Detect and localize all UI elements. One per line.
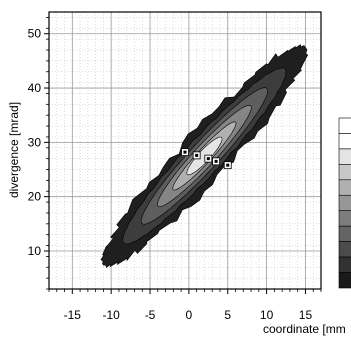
contour-level-6: [186, 136, 223, 176]
y-tick-label: 20: [28, 190, 42, 204]
colorbar-segment: [338, 133, 351, 150]
x-tick-label: 0: [186, 308, 193, 322]
peak-marker-dot: [226, 163, 230, 167]
x-tick-label: 10: [260, 308, 274, 322]
colorbar-segment: [338, 225, 351, 242]
x-tick-label: 15: [299, 308, 313, 322]
axes: -15 -10 -5 0 5 10 15 10 20 30 40 50: [28, 17, 322, 322]
colorbar: [338, 117, 351, 289]
colorbar-segment: [338, 256, 351, 273]
x-tick-label: -10: [102, 308, 120, 322]
colorbar-segment: [338, 117, 351, 134]
y-tick-label: 40: [28, 81, 42, 95]
x-tick-label: -5: [145, 308, 156, 322]
y-tick-label: 30: [28, 135, 42, 149]
peak-marker-dot: [195, 153, 199, 157]
peak-markers: [181, 148, 232, 170]
colorbar-segment: [338, 179, 351, 196]
plot-frame: [48, 11, 322, 290]
peak-marker-dot: [206, 157, 210, 161]
x-tick-label: 5: [224, 308, 231, 322]
y-tick-label: 50: [28, 27, 42, 41]
x-axis-title: coordinate [mm: [263, 322, 346, 336]
y-tick-label: 10: [28, 244, 42, 258]
peak-marker-dot: [214, 159, 218, 163]
colorbar-segment: [338, 272, 351, 289]
x-tick-label: -15: [64, 308, 82, 322]
colorbar-segment: [338, 164, 351, 181]
colorbar-segment: [338, 148, 351, 165]
colorbar-segment: [338, 194, 351, 212]
colorbar-segment: [338, 241, 351, 258]
colorbar-segment: [338, 210, 351, 227]
peak-marker-dot: [183, 150, 187, 154]
y-axis-title: divergence [mrad]: [7, 102, 21, 198]
